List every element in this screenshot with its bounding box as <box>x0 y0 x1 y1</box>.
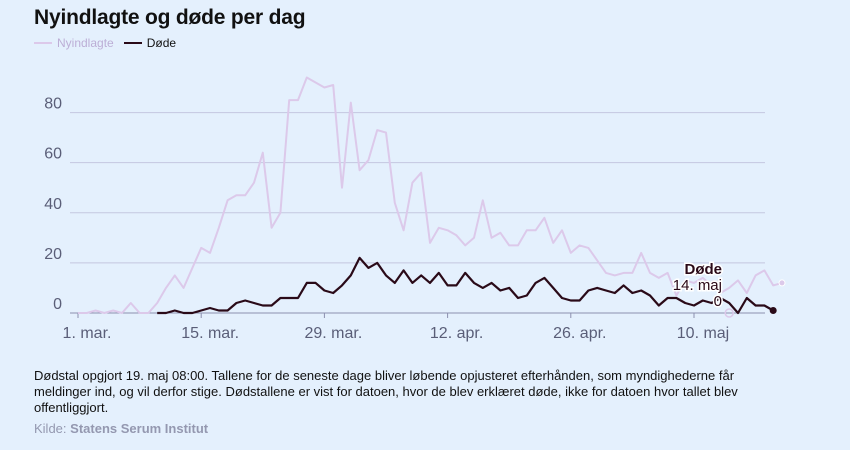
footnote: Dødstal opgjort 19. maj 08:00. Tallene f… <box>34 368 738 415</box>
annotation-date: 14. maj <box>673 277 722 294</box>
legend-swatch-admitted <box>34 42 52 44</box>
source: Kilde: Statens Serum Institut <box>34 421 208 436</box>
source-name: Statens Serum Institut <box>70 421 209 436</box>
legend-swatch-deaths <box>123 42 142 44</box>
x-tick-label: 1. mar. <box>63 325 112 342</box>
legend-label-admitted: Nyindlagte <box>57 36 114 50</box>
end-marker-deaths <box>769 306 777 314</box>
annotation-point <box>724 308 734 318</box>
legend-label-deaths: Døde <box>146 36 177 50</box>
x-tick-label: 26. apr. <box>553 325 606 342</box>
y-tick-label: 0 <box>53 296 62 313</box>
legend-item-admitted: Nyindlagte <box>34 36 114 50</box>
annotation-series-label: Døde <box>685 261 723 278</box>
y-tick-label: 60 <box>44 146 62 163</box>
y-tick-label: 40 <box>44 196 62 213</box>
legend-item-deaths: Døde <box>123 36 177 50</box>
series-line-deaths <box>157 256 774 315</box>
x-tick-label: 29. mar. <box>304 325 362 342</box>
series-line-admitted <box>78 76 783 314</box>
source-label: Kilde: <box>34 421 67 436</box>
y-tick-label: 80 <box>44 96 62 113</box>
line-chart: 0 20 40 60 80 1. mar. 15. mar. 29. mar. 12. apr.… <box>44 76 786 342</box>
annotation-value: 0 <box>714 293 722 310</box>
legend: Nyindlagte Døde <box>34 36 186 50</box>
end-marker-admitted <box>778 279 786 287</box>
y-tick-label: 20 <box>44 246 62 263</box>
x-tick-label: 10. maj <box>677 325 729 342</box>
chart-title: Nyindlagte og døde per dag <box>34 6 306 29</box>
x-tick-label: 15. mar. <box>181 325 239 342</box>
x-tick-label: 12. apr. <box>430 325 483 342</box>
